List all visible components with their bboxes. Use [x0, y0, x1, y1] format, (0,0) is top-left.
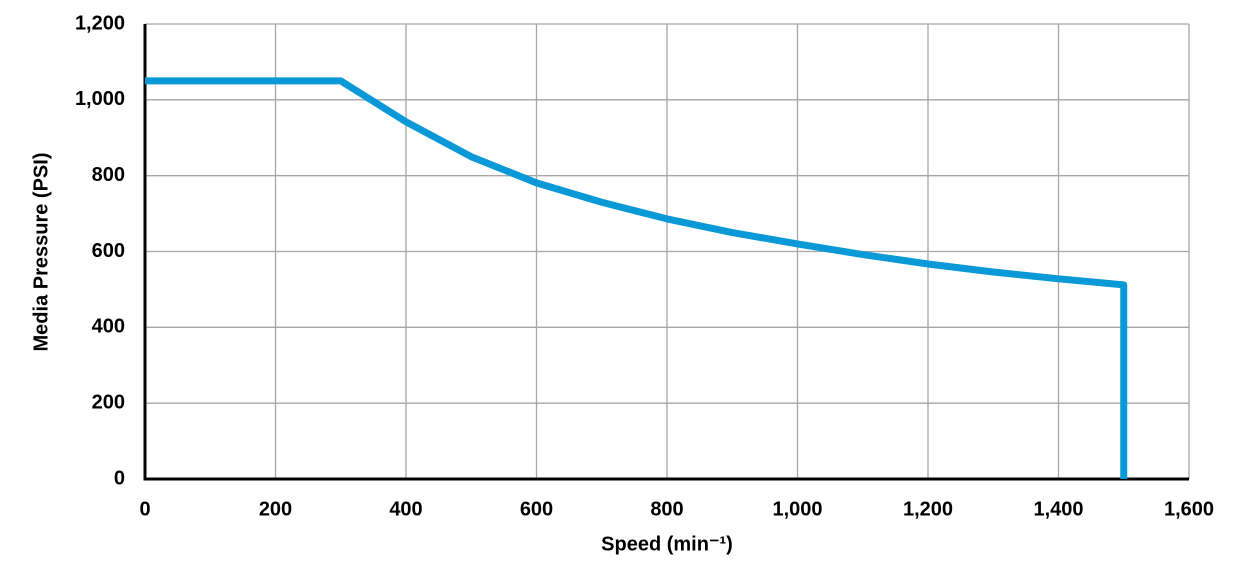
y-tick-label: 1,000	[75, 88, 125, 110]
x-tick-label: 600	[520, 498, 553, 520]
x-tick-label: 800	[650, 498, 683, 520]
y-tick-label: 400	[92, 316, 125, 338]
x-tick-label: 400	[389, 498, 422, 520]
x-tick-label: 1,600	[1164, 498, 1214, 520]
data-line	[145, 77, 1128, 479]
x-tick-label: 0	[139, 498, 150, 520]
x-tick-label: 1,200	[903, 498, 953, 520]
x-tick-label: 1,000	[772, 498, 822, 520]
x-tick-label: 200	[259, 498, 292, 520]
x-axis-label: Speed (min⁻¹)	[601, 533, 733, 555]
y-tick-label: 600	[92, 240, 125, 262]
y-tick-label: 0	[114, 467, 125, 489]
y-tick-label: 1,200	[75, 12, 125, 34]
x-tick-label: 1,400	[1033, 498, 1083, 520]
y-tick-label: 800	[92, 164, 125, 186]
y-axis-label: Media Pressure (PSI)	[30, 153, 52, 352]
y-tick-label: 200	[92, 391, 125, 413]
